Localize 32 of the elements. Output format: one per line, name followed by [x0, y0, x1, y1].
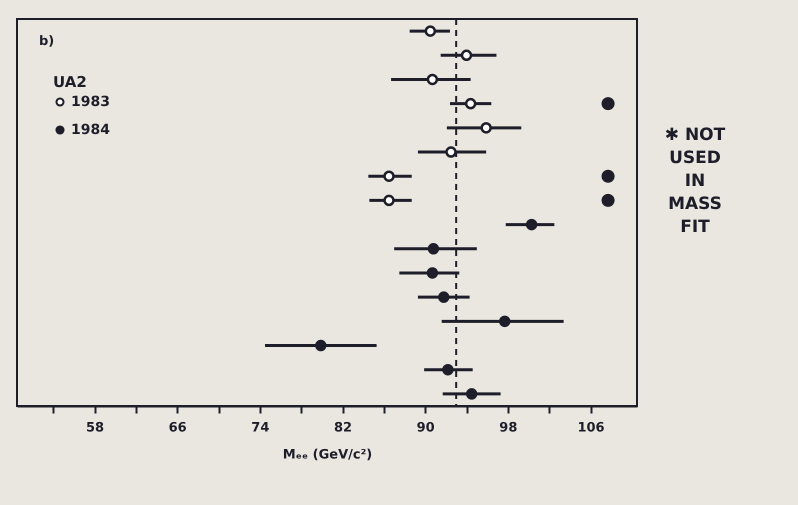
point: [526, 218, 538, 230]
x-tick-label: 90: [416, 420, 435, 436]
legend-title: UA2: [53, 73, 87, 91]
point: [426, 267, 438, 279]
x-tick-label: 98: [499, 420, 518, 436]
point: [315, 340, 327, 352]
x-axis-title: Mₑₑ (GeV/c²): [282, 448, 372, 462]
x-tick-label: 58: [86, 420, 104, 436]
point: [383, 170, 395, 182]
x-tick-label: 106: [577, 420, 605, 436]
point: [426, 74, 438, 86]
point: [438, 291, 450, 303]
point: [428, 243, 440, 254]
x-tick-label: 74: [251, 420, 270, 436]
point: [602, 170, 615, 183]
point: [499, 316, 510, 328]
x-tick-label: 82: [334, 420, 352, 436]
legend-label: 1983: [71, 94, 110, 110]
point: [602, 97, 615, 110]
legend-label: 1984: [71, 122, 110, 138]
annotation: b): [39, 34, 54, 49]
point: [424, 25, 436, 37]
point: [442, 364, 454, 376]
point: [383, 194, 395, 206]
point: [480, 122, 492, 134]
x-tick-label: 66: [168, 420, 187, 436]
point: [464, 98, 476, 110]
point: [602, 194, 615, 207]
point: [445, 146, 457, 158]
point: [466, 388, 478, 400]
point: [460, 50, 472, 61]
text: ✱ NOT USED IN MASS FIT: [664, 125, 726, 237]
